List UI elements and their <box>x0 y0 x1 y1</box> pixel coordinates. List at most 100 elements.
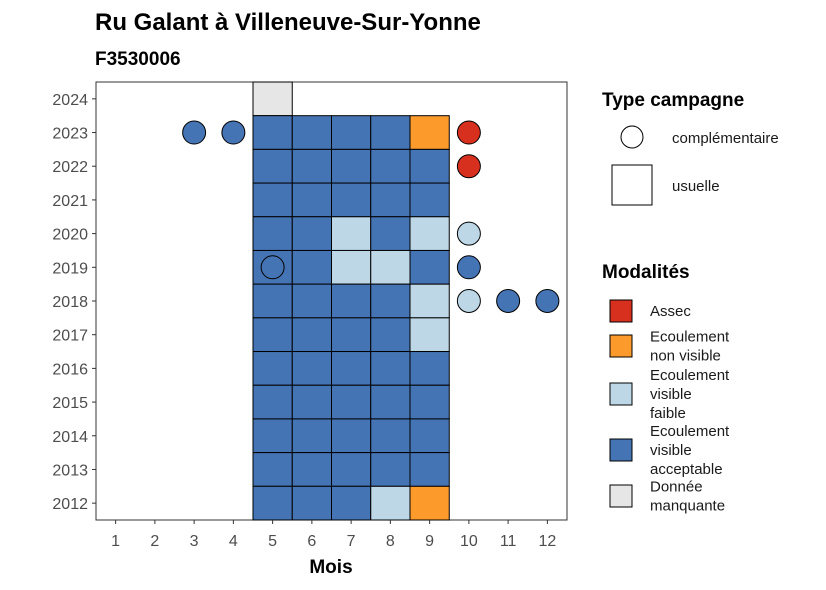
tile-2019-8 <box>370 249 411 285</box>
tile-2013-9 <box>409 452 450 487</box>
tile-2024-5 <box>252 81 293 117</box>
tile-2023-6 <box>291 115 332 150</box>
point-2019-5 <box>260 255 285 280</box>
tile-2021-5 <box>252 182 293 218</box>
tile-2019-9 <box>409 249 450 285</box>
y-tick-label: 2016 <box>52 361 88 378</box>
tile-2023-7 <box>331 115 372 150</box>
y-tick-label: 2019 <box>52 260 88 277</box>
point-2018-11 <box>496 289 521 313</box>
tile-2012-6 <box>291 485 332 521</box>
legend-modalites-title: Modalités <box>602 262 690 283</box>
x-tick-label: 3 <box>190 533 199 550</box>
tile-2017-7 <box>331 317 372 353</box>
legend-campaign-complementaire: complémentaire <box>672 130 779 147</box>
tile-2016-9 <box>409 351 450 386</box>
tile-2018-8 <box>370 283 411 319</box>
tile-2015-6 <box>291 384 332 420</box>
tile-2013-8 <box>370 452 411 487</box>
tile-2014-7 <box>331 418 372 454</box>
tile-2022-9 <box>409 148 450 184</box>
legend-circle-swatch <box>620 125 644 149</box>
y-tick-label: 2020 <box>52 227 88 244</box>
legend-label-assec: Assec <box>650 303 691 320</box>
tile-2022-6 <box>291 148 332 184</box>
x-tick-label: 2 <box>150 533 159 550</box>
point-2018-12 <box>535 289 560 313</box>
y-tick-label: 2018 <box>52 294 88 311</box>
legend-label-donnee_manquante: Donnée manquante <box>650 479 725 515</box>
usuelle-tiles <box>252 81 450 521</box>
tile-2017-6 <box>291 317 332 353</box>
y-tick-label: 2015 <box>52 395 88 412</box>
tile-2014-5 <box>252 418 293 454</box>
complementaire-points <box>182 120 560 313</box>
tile-2020-5 <box>252 216 293 251</box>
tile-2014-9 <box>409 418 450 454</box>
tile-2015-8 <box>370 384 411 420</box>
x-axis-title: Mois <box>309 557 352 578</box>
tile-2013-5 <box>252 452 293 487</box>
tile-2015-9 <box>409 384 450 420</box>
legend-modalites: Modalités Assec Ecoulement non visible Ecou… <box>602 262 730 515</box>
x-tick-label: 5 <box>268 533 277 550</box>
legend-label-ecoulement_visible_acceptable: Ecoulement visible acceptable <box>650 423 730 478</box>
x-tick-label: 12 <box>538 533 556 550</box>
x-tick-label: 11 <box>500 533 517 550</box>
tile-2021-6 <box>291 182 332 218</box>
tile-2022-5 <box>252 148 293 184</box>
y-tick-label: 2021 <box>52 193 88 210</box>
y-tick-label: 2017 <box>52 328 88 345</box>
tile-2021-7 <box>331 182 372 218</box>
tile-2020-6 <box>291 216 332 251</box>
x-tick-label: 10 <box>460 533 478 550</box>
tile-2022-7 <box>331 148 372 184</box>
tile-2021-8 <box>370 182 411 218</box>
point-2023-3 <box>182 120 207 145</box>
y-axis: 2012 2013 2014 2015 2016 2017 2018 2019 2020 2021… <box>52 92 96 513</box>
x-tick-label: 8 <box>386 533 395 550</box>
tile-2018-6 <box>291 283 332 319</box>
x-axis: 1 2 3 4 5 6 7 8 9 10 11 12 <box>111 520 556 550</box>
tile-2016-6 <box>291 351 332 386</box>
tile-2020-8 <box>370 216 411 251</box>
tile-2016-5 <box>252 351 293 386</box>
tile-2012-7 <box>331 485 372 521</box>
tile-2013-7 <box>331 452 372 487</box>
tile-2020-7 <box>331 216 372 251</box>
tile-2012-9 <box>409 485 450 521</box>
tile-2019-6 <box>291 249 332 285</box>
tile-2016-8 <box>370 351 411 386</box>
legend-swatch-assec <box>609 299 633 323</box>
legend-label-ecoulement_non_visible: Ecoulement non visible <box>650 329 730 365</box>
tile-2015-5 <box>252 384 293 420</box>
tile-2021-9 <box>409 182 450 218</box>
point-2018-10 <box>456 289 481 313</box>
legend-square-swatch <box>611 164 653 206</box>
y-tick-label: 2024 <box>52 92 88 109</box>
legend-campaign-title: Type campagne <box>602 90 744 111</box>
tile-2017-8 <box>370 317 411 353</box>
tile-2018-7 <box>331 283 372 319</box>
legend-campaign: Type campagne complémentaire usuelle <box>602 90 779 206</box>
x-tick-label: 4 <box>229 533 238 550</box>
legend-swatch-ecoulement_visible_acceptable <box>609 438 633 462</box>
tile-2018-5 <box>252 283 293 319</box>
tile-2018-9 <box>409 283 450 319</box>
tile-2014-6 <box>291 418 332 454</box>
x-tick-label: 9 <box>425 533 434 550</box>
tile-2017-5 <box>252 317 293 353</box>
legend-swatch-ecoulement_non_visible <box>609 334 633 358</box>
legend-campaign-usuelle: usuelle <box>672 178 720 195</box>
tile-2020-9 <box>409 216 450 251</box>
y-tick-label: 2014 <box>52 429 88 446</box>
tile-2019-7 <box>331 249 372 285</box>
tile-2012-8 <box>370 485 411 521</box>
tile-2014-8 <box>370 418 411 454</box>
y-tick-label: 2023 <box>52 126 88 143</box>
tile-2023-8 <box>370 115 411 150</box>
tile-2012-5 <box>252 485 293 521</box>
tile-2016-7 <box>331 351 372 386</box>
tile-2023-5 <box>252 115 293 150</box>
